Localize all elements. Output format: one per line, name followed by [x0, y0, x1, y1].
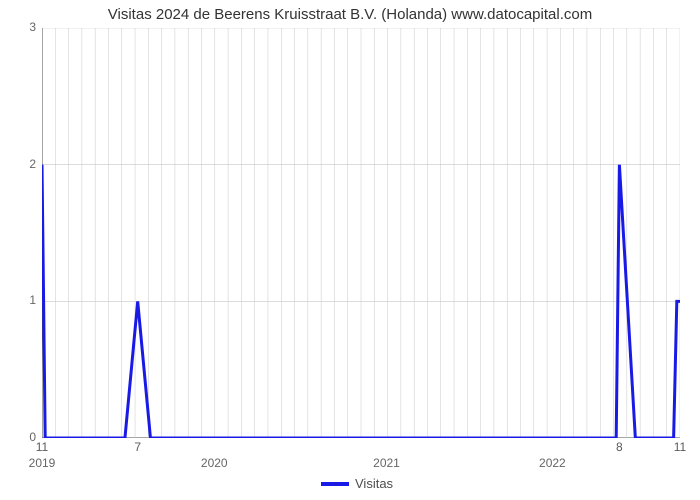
x-tick-label: 2020: [201, 456, 228, 470]
legend: Visitas: [321, 476, 393, 491]
y-tick-label: 0: [6, 430, 36, 444]
legend-label: Visitas: [355, 476, 393, 491]
x-tick-label: 2019: [29, 456, 56, 470]
y-tick-label: 2: [6, 157, 36, 171]
y-tick-label: 1: [6, 293, 36, 307]
line-chart-svg: [42, 28, 680, 438]
data-point-label: 8: [616, 440, 623, 454]
chart-plot-area: [42, 28, 680, 438]
legend-swatch: [321, 482, 349, 486]
x-tick-label: 2022: [539, 456, 566, 470]
y-tick-label: 3: [6, 20, 36, 34]
x-tick-label: 2021: [373, 456, 400, 470]
data-point-label: 11: [674, 440, 686, 454]
chart-title: Visitas 2024 de Beerens Kruisstraat B.V.…: [0, 6, 700, 23]
data-point-label: 7: [134, 440, 141, 454]
data-point-label: 11: [36, 440, 48, 454]
